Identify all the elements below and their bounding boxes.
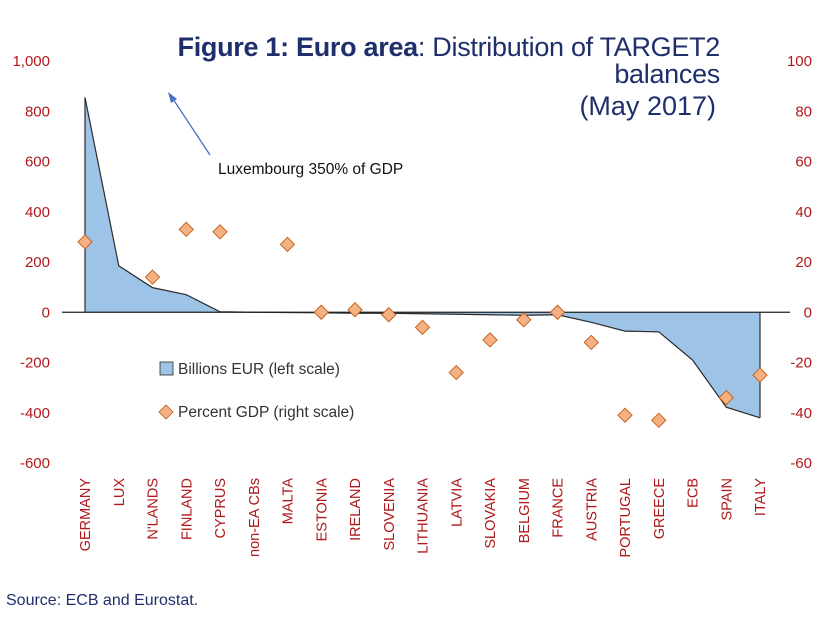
right-tick-label: 80 xyxy=(795,103,812,120)
legend-label-marker: Percent GDP (right scale) xyxy=(178,404,354,421)
data-point-marker xyxy=(178,221,194,238)
left-tick-label: -200 xyxy=(20,355,50,372)
category-labels: GERMANY LUX N'LANDS FINLAND CYPRUS non-EA CBs… xyxy=(78,478,769,558)
category-label: CYPRUS xyxy=(213,478,229,538)
category-label: ITALY xyxy=(753,478,769,516)
annotation-group: Luxembourg 350% of GDP xyxy=(168,92,403,178)
data-point-marker xyxy=(718,389,734,406)
category-label: BELGIUM xyxy=(517,478,533,543)
category-label: LUX xyxy=(112,478,128,507)
data-point-marker xyxy=(313,304,329,320)
category-label: SLOVENIA xyxy=(382,478,398,551)
annotation-arrow xyxy=(170,95,211,156)
data-point-marker xyxy=(77,234,93,250)
left-tick-label: 0 xyxy=(42,304,50,321)
left-tick-label: 400 xyxy=(25,204,50,221)
right-tick-label: -60 xyxy=(790,455,812,472)
category-label: PORTUGAL xyxy=(618,478,634,558)
area-line xyxy=(84,97,761,419)
right-axis-ticks: 100 80 60 40 20 0 -20 -40 -60 xyxy=(787,53,812,472)
category-label: N'LANDS xyxy=(146,478,162,540)
category-label: FINLAND xyxy=(179,478,195,540)
data-point-marker xyxy=(752,367,768,383)
left-tick-label: -600 xyxy=(20,455,50,472)
legend-swatch-marker xyxy=(158,404,174,420)
source-note: Source: ECB and Eurostat. xyxy=(6,592,199,609)
data-point-marker xyxy=(212,224,228,240)
data-point-marker xyxy=(651,412,667,428)
legend-swatch-area xyxy=(159,361,174,376)
category-label: MALTA xyxy=(281,478,297,525)
right-tick-label: 60 xyxy=(795,154,812,171)
annotation-arrowhead xyxy=(168,92,177,103)
title-bold: Figure 1: Euro area xyxy=(177,32,419,62)
title-date: (May 2017) xyxy=(579,91,716,121)
left-tick-label: 200 xyxy=(25,254,50,271)
category-label: ECB xyxy=(686,478,702,508)
data-point-marker xyxy=(549,304,566,320)
data-point-marker xyxy=(448,364,464,381)
data-point-marker xyxy=(583,334,599,351)
category-label: non-EA CBs xyxy=(247,478,263,557)
annotation-text: Luxembourg 350% of GDP xyxy=(218,161,403,178)
data-point-marker xyxy=(482,332,498,348)
right-tick-label: 0 xyxy=(804,304,812,321)
right-tick-label: -20 xyxy=(790,355,812,372)
data-point-marker xyxy=(347,302,363,318)
category-label: IRELAND xyxy=(348,478,364,541)
title-rest: : Distribution of TARGET2 balances xyxy=(417,32,720,89)
data-point-marker xyxy=(516,312,532,328)
right-tick-label: -40 xyxy=(790,405,812,422)
category-label: SPAIN xyxy=(719,478,735,520)
category-label: LITHUANIA xyxy=(416,478,432,554)
marker-series xyxy=(77,221,768,428)
legend: Billions EUR (left scale) Percent GDP (r… xyxy=(158,361,354,421)
chart-title: Figure 1: Euro area: Distribution of TAR… xyxy=(80,32,721,121)
category-label: FRANCE xyxy=(551,478,567,538)
category-label: GERMANY xyxy=(78,478,94,552)
left-tick-label: 800 xyxy=(25,103,50,120)
data-point-marker xyxy=(617,407,633,423)
left-tick-label: 600 xyxy=(25,154,50,171)
left-tick-label: -400 xyxy=(20,405,50,422)
legend-label-area: Billions EUR (left scale) xyxy=(178,361,340,378)
category-label: LATVIA xyxy=(449,478,465,527)
right-tick-label: 100 xyxy=(787,53,812,70)
data-point-marker xyxy=(279,236,296,253)
area-series xyxy=(84,97,761,419)
category-label: ESTONIA xyxy=(314,478,330,542)
left-tick-label: 1,000 xyxy=(12,53,50,70)
category-label: GREECE xyxy=(652,478,668,540)
left-axis-ticks: 1,000 800 600 400 200 0 -200 -400 -600 xyxy=(12,53,50,472)
data-point-marker xyxy=(381,307,397,323)
category-label: AUSTRIA xyxy=(584,478,600,541)
category-label: SLOVAKIA xyxy=(483,478,499,549)
data-point-marker xyxy=(144,269,161,285)
right-tick-label: 40 xyxy=(795,204,812,221)
right-tick-label: 20 xyxy=(795,254,812,271)
data-point-marker xyxy=(414,319,431,336)
